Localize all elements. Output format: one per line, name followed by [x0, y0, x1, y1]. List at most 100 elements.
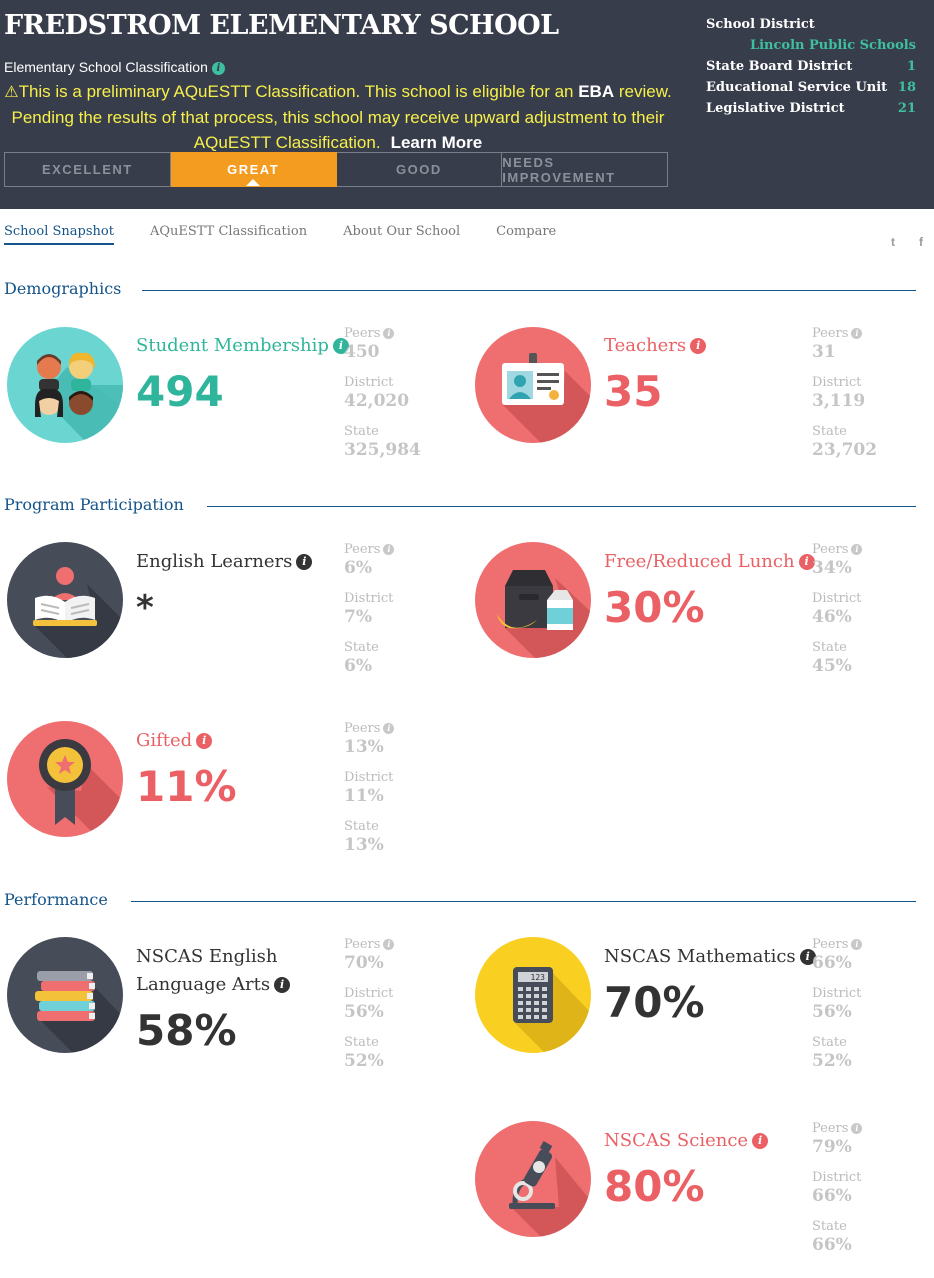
school-header: FREDSTROM ELEMENTARY SCHOOL Elementary S… — [0, 0, 934, 209]
lunch-bag-icon — [475, 542, 591, 658]
info-icon[interactable]: i — [196, 733, 213, 749]
peers-value: 13% — [344, 737, 384, 757]
calculator-icon: 123 — [475, 937, 591, 1053]
info-icon[interactable]: i — [332, 338, 349, 354]
nscas-math-comparison: Peers i 66% District 56% State 52% — [812, 937, 863, 1084]
esu-value: 18 — [897, 80, 916, 95]
school-district-link[interactable]: Lincoln Public Schools — [749, 38, 916, 53]
district-value: 11% — [344, 786, 384, 806]
section-performance: Performance — [4, 890, 108, 909]
peers-value: 31 — [812, 342, 836, 362]
nscas-science-comparison: Peers i 79% District 66% State 66% — [812, 1121, 863, 1268]
info-icon[interactable]: i — [851, 328, 863, 339]
nscas-ela-value: 58% — [136, 1006, 237, 1055]
section-demographics: Demographics — [4, 279, 122, 298]
info-icon[interactable]: i — [851, 1123, 863, 1134]
nscas-science-label: NSCAS Science i — [604, 1127, 769, 1155]
peers-value: 79% — [812, 1137, 852, 1157]
info-icon[interactable]: i — [274, 977, 291, 993]
reading-book-icon — [7, 542, 123, 658]
gifted-label: Gifted i — [136, 727, 213, 755]
nscas-ela-comparison: Peers i 70% District 56% State 52% — [344, 937, 395, 1084]
info-icon[interactable]: i — [851, 939, 863, 950]
district-value: 7% — [344, 607, 372, 627]
state-value: 52% — [812, 1051, 852, 1071]
state-value: 66% — [812, 1235, 852, 1255]
state-value: 13% — [344, 835, 384, 855]
tab-good[interactable]: GOOD — [336, 152, 503, 187]
state-value: 45% — [812, 656, 852, 676]
microscope-icon — [475, 1121, 591, 1237]
state-value: 325,984 — [344, 440, 421, 460]
free-reduced-lunch-comparison: Peers i 34% District 46% State 45% — [812, 542, 863, 689]
english-learners-label: English Learners i — [136, 548, 313, 576]
teachers-label: Teachers i — [604, 332, 707, 360]
nav-aquestt-classification[interactable]: AQuESTT Classification — [149, 224, 308, 239]
learn-more-link[interactable]: Learn More — [390, 133, 483, 152]
info-icon[interactable]: i — [383, 723, 395, 734]
tab-needs-improvement[interactable]: NEEDS IMPROVEMENT — [502, 152, 668, 187]
calculator-display: 123 — [531, 973, 546, 982]
page-nav: School Snapshot AQuESTT Classification A… — [4, 224, 592, 245]
student-membership-label: Student Membership i — [136, 332, 349, 360]
info-icon[interactable]: i — [690, 338, 707, 354]
info-icon[interactable]: i — [383, 939, 395, 950]
english-learners-value: * — [136, 588, 154, 628]
district-value: 3,119 — [812, 391, 866, 411]
legislative-label: Legislative District — [706, 101, 845, 116]
info-icon[interactable]: i — [383, 328, 395, 339]
state-value: 6% — [344, 656, 372, 676]
nscas-math-value: 70% — [604, 978, 705, 1027]
classification-label: Elementary School Classification i — [4, 59, 225, 75]
free-reduced-lunch-label: Free/Reduced Lunch i — [604, 548, 815, 576]
gifted-value: 11% — [136, 762, 237, 811]
nav-school-snapshot[interactable]: School Snapshot — [4, 224, 114, 245]
district-value: 56% — [812, 1002, 852, 1022]
info-icon[interactable]: i — [752, 1133, 769, 1149]
gifted-comparison: Peers i 13% District 11% State 13% — [344, 721, 395, 868]
section-divider — [207, 506, 916, 507]
peers-value: 34% — [812, 558, 852, 578]
peers-value: 70% — [344, 953, 384, 973]
student-membership-value: 494 — [136, 367, 224, 416]
info-icon[interactable]: i — [798, 554, 815, 570]
state-board-value: 1 — [906, 59, 916, 74]
district-value: 56% — [344, 1002, 384, 1022]
twitter-icon[interactable]: t — [891, 235, 895, 249]
award-ribbon-icon — [7, 721, 123, 837]
state-value: 23,702 — [812, 440, 878, 460]
info-icon[interactable]: i — [211, 62, 225, 75]
info-icon[interactable]: i — [383, 544, 395, 555]
district-value: 46% — [812, 607, 852, 627]
info-icon[interactable]: i — [851, 544, 863, 555]
district-value: 42,020 — [344, 391, 410, 411]
info-icon[interactable]: i — [296, 554, 313, 570]
school-district-label: School District — [706, 17, 815, 32]
teachers-comparison: Peers i 31 District 3,119 State 23,702 — [812, 326, 877, 473]
nscas-science-value: 80% — [604, 1162, 705, 1211]
school-name: FREDSTROM ELEMENTARY SCHOOL — [4, 10, 559, 41]
legislative-value: 21 — [897, 101, 916, 116]
state-board-label: State Board District — [706, 59, 853, 74]
peers-value: 66% — [812, 953, 852, 973]
district-info: School District Lincoln Public Schools S… — [706, 14, 916, 119]
info-icon[interactable]: i — [799, 949, 816, 965]
eba-link[interactable]: EBA — [578, 82, 615, 101]
nav-compare[interactable]: Compare — [496, 224, 557, 239]
nav-about-our-school[interactable]: About Our School — [343, 224, 461, 239]
students-icon — [7, 327, 123, 443]
section-divider — [131, 901, 916, 902]
classification-scale: EXCELLENT GREAT GOOD NEEDS IMPROVEMENT — [4, 152, 668, 187]
peers-value: 6% — [344, 558, 372, 578]
tab-excellent[interactable]: EXCELLENT — [4, 152, 171, 187]
preliminary-notice: ⚠This is a preliminary AQuESTT Classific… — [4, 82, 672, 152]
nscas-math-label: NSCAS Mathematics i — [604, 943, 816, 971]
section-program-participation: Program Participation — [4, 495, 184, 514]
tab-great[interactable]: GREAT — [170, 152, 337, 187]
nscas-ela-label: NSCAS English Language Arts i — [136, 943, 291, 999]
esu-label: Educational Service Unit — [706, 80, 888, 95]
facebook-icon[interactable]: f — [919, 235, 923, 249]
books-stack-icon — [7, 937, 123, 1053]
free-reduced-lunch-value: 30% — [604, 583, 705, 632]
student-membership-comparison: Peers i 450 District 42,020 State 325,984 — [344, 326, 421, 473]
